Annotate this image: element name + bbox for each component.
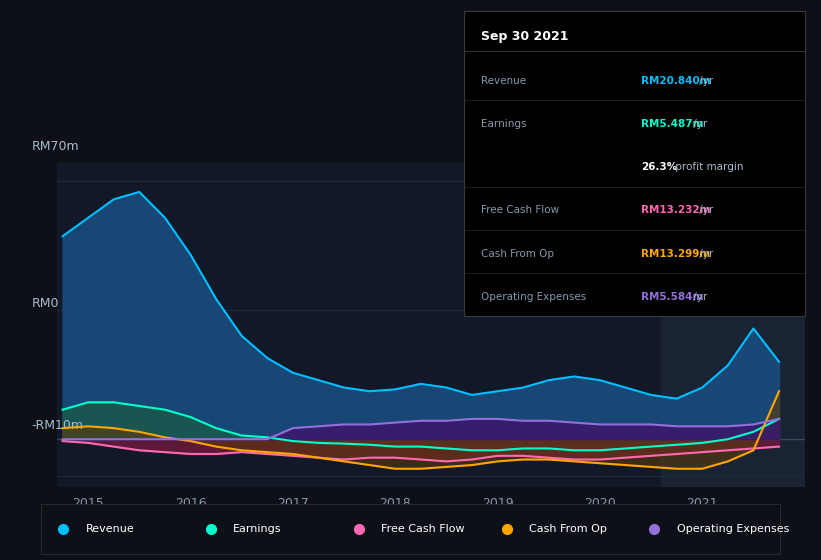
Text: /yr: /yr xyxy=(696,249,713,259)
Text: Operating Expenses: Operating Expenses xyxy=(677,524,789,534)
Text: -RM10m: -RM10m xyxy=(31,419,83,432)
Text: Free Cash Flow: Free Cash Flow xyxy=(381,524,465,534)
Text: Revenue: Revenue xyxy=(85,524,134,534)
Text: RM5.487m: RM5.487m xyxy=(641,119,704,129)
Text: Sep 30 2021: Sep 30 2021 xyxy=(481,30,568,43)
Text: /yr: /yr xyxy=(696,76,713,86)
Text: RM13.299m: RM13.299m xyxy=(641,249,710,259)
Text: Cash From Op: Cash From Op xyxy=(529,524,607,534)
Text: Free Cash Flow: Free Cash Flow xyxy=(481,206,559,216)
Text: /yr: /yr xyxy=(696,206,713,216)
Text: RM0: RM0 xyxy=(31,297,59,310)
Text: /yr: /yr xyxy=(690,292,708,302)
Text: profit margin: profit margin xyxy=(672,162,743,172)
Text: Revenue: Revenue xyxy=(481,76,526,86)
Text: RM13.232m: RM13.232m xyxy=(641,206,710,216)
Text: Earnings: Earnings xyxy=(481,119,526,129)
Text: Earnings: Earnings xyxy=(233,524,282,534)
Text: /yr: /yr xyxy=(690,119,708,129)
Text: 26.3%: 26.3% xyxy=(641,162,677,172)
Text: RM70m: RM70m xyxy=(31,139,79,153)
Bar xyxy=(661,162,805,487)
Text: Operating Expenses: Operating Expenses xyxy=(481,292,586,302)
Text: RM5.584m: RM5.584m xyxy=(641,292,704,302)
Text: RM20.840m: RM20.840m xyxy=(641,76,711,86)
Text: Cash From Op: Cash From Op xyxy=(481,249,554,259)
